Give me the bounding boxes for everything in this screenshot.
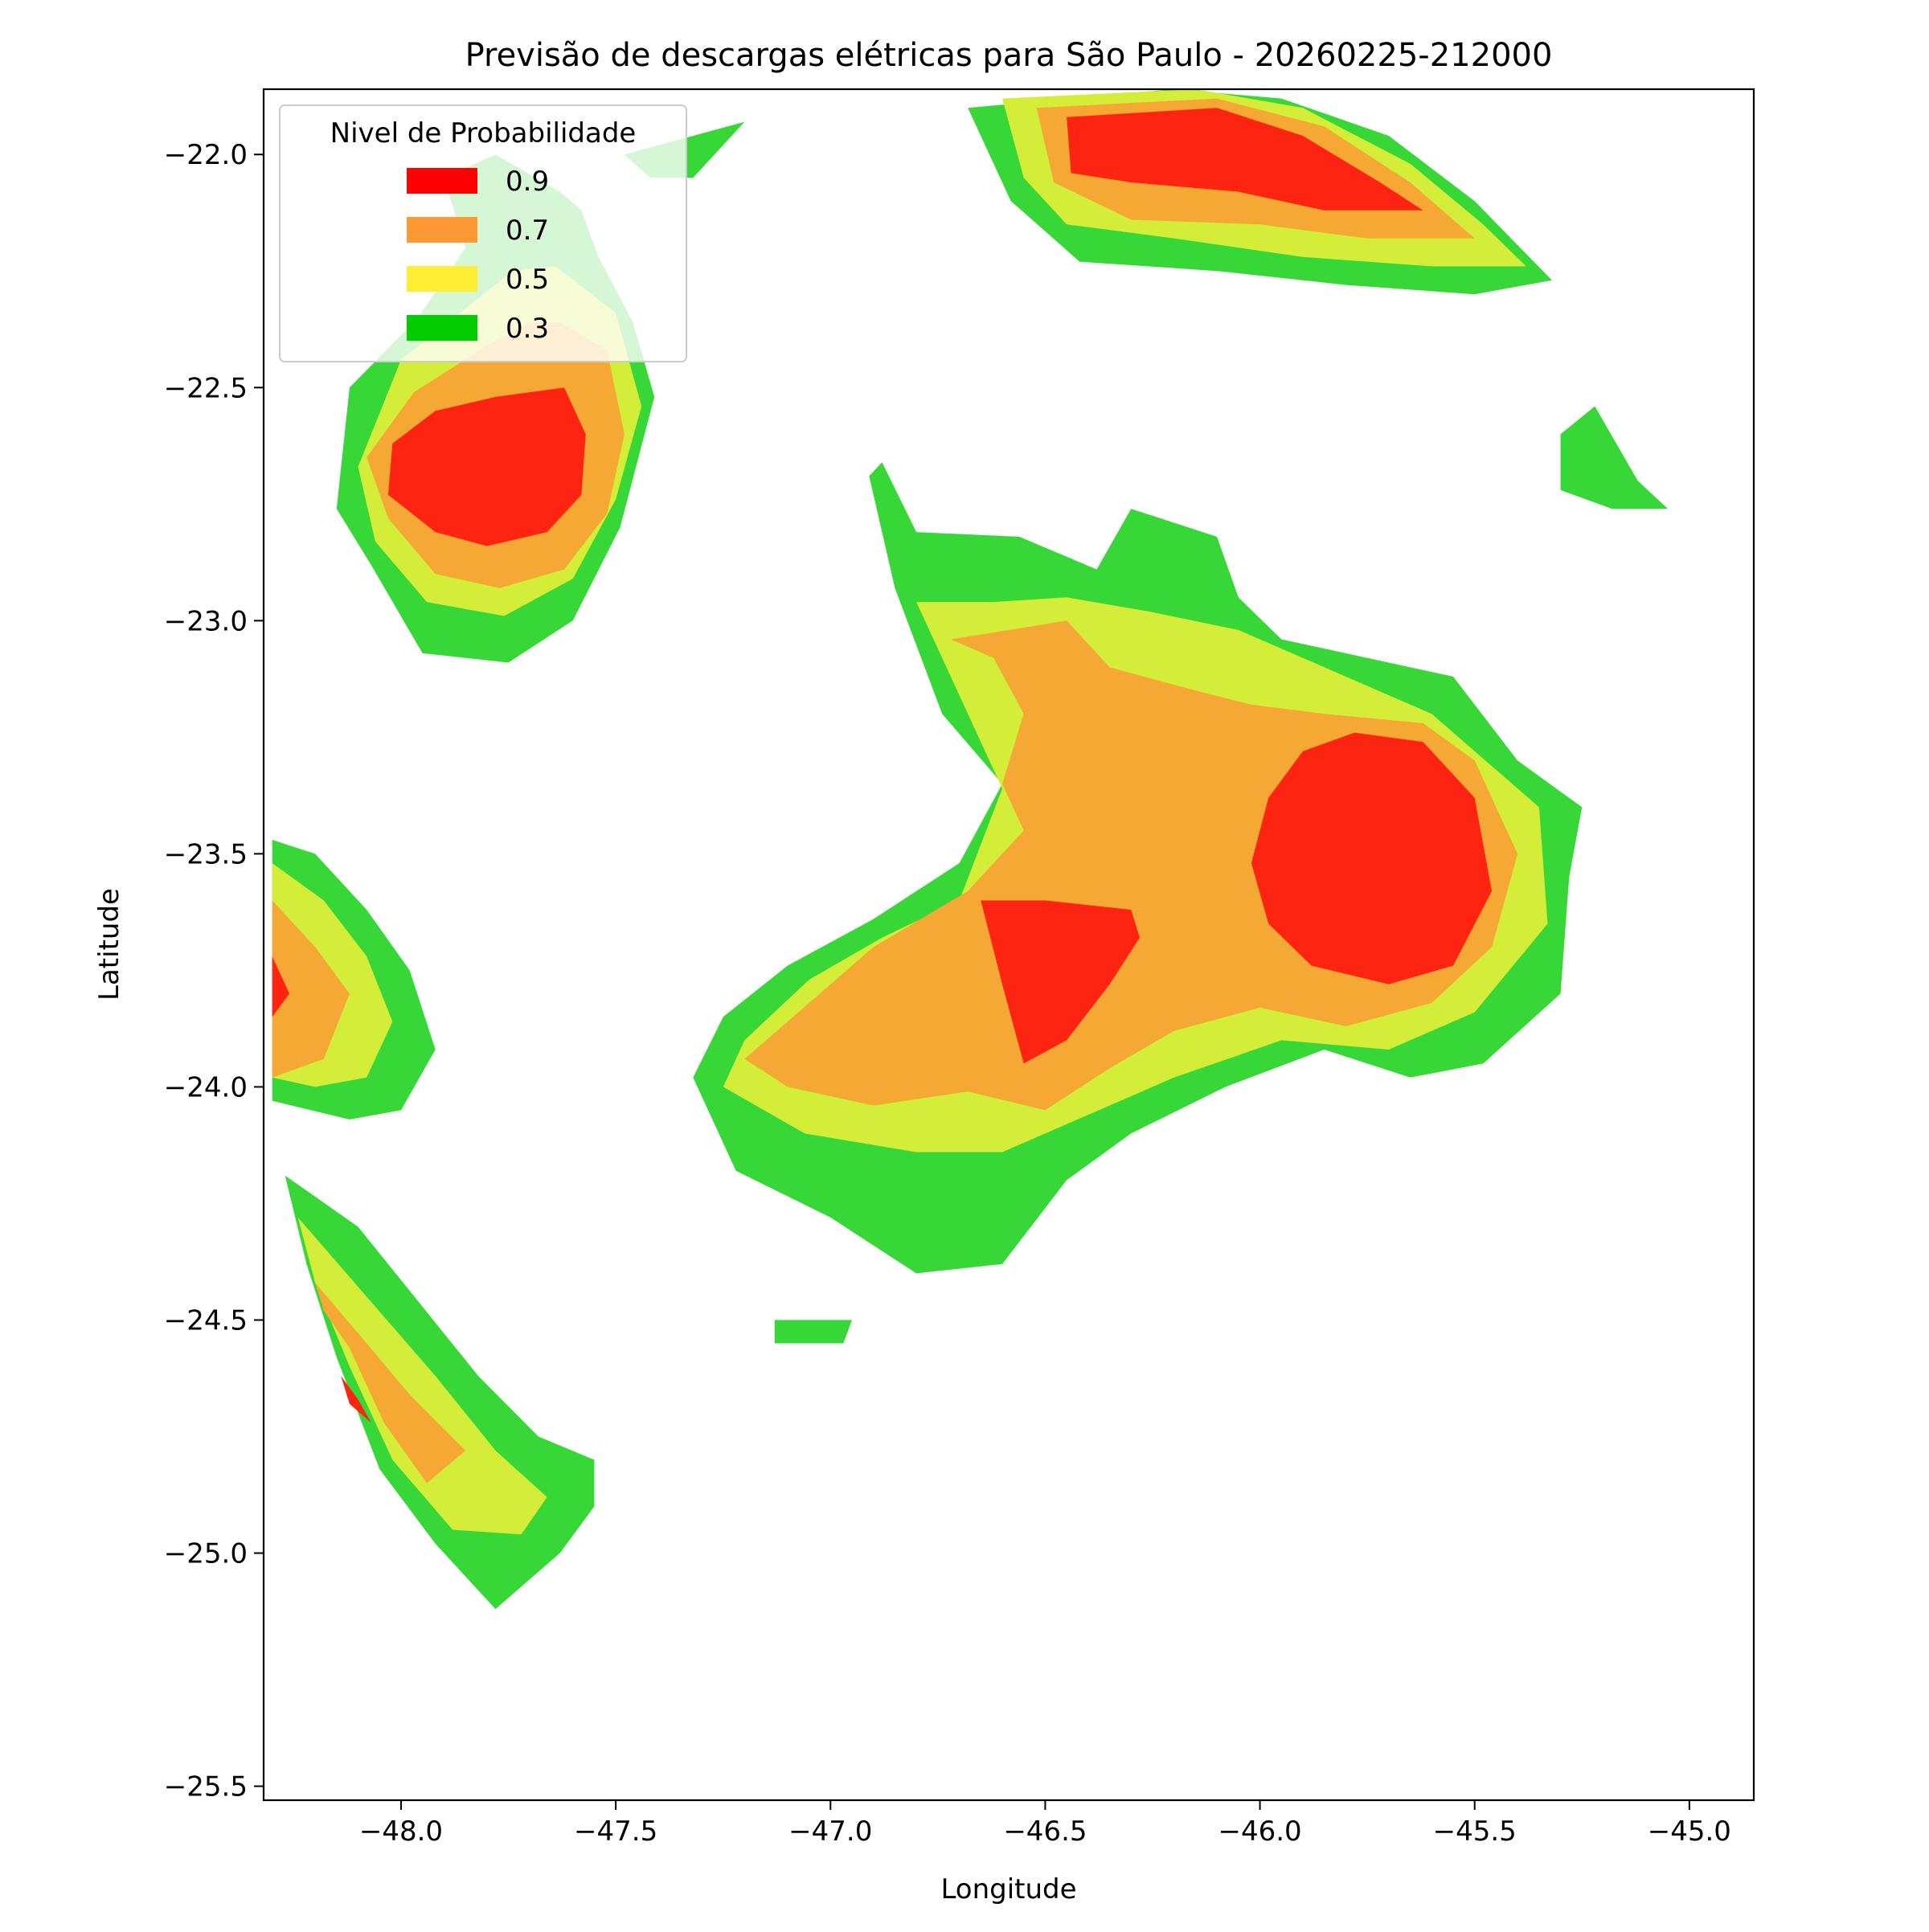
contour-region-5-level-0_5: [297, 1217, 547, 1535]
y-axis: −22.0 −22.5 −23.0 −23.5 −24.0 −24.5 −25.0 −25.5: [164, 139, 264, 1803]
contour-region-8-level-0_3: [774, 1320, 852, 1344]
legend-swatch: [407, 266, 477, 292]
legend: Nivel de Probabilidade 0.9 0.7 0.5 0.3: [279, 104, 687, 362]
x-tick-label: −47.0: [788, 1815, 872, 1848]
x-tick-label: −45.0: [1648, 1815, 1731, 1848]
x-axis: −48.0 −47.5 −47.0 −46.5 −46.0 −45.5 −45.0: [359, 1800, 1731, 1848]
contour-region-0-level-0_9: [1067, 108, 1423, 211]
y-tick-label: −25.0: [164, 1538, 248, 1570]
y-tick-label: −22.5: [164, 372, 248, 404]
legend-label: 0.3: [506, 313, 549, 345]
x-tick-label: −46.0: [1218, 1815, 1301, 1848]
plot-frame: [262, 88, 1755, 1802]
y-tick-label: −25.5: [164, 1771, 248, 1803]
legend-swatch: [407, 217, 477, 243]
contour-region-5-level-0_9: [341, 1376, 371, 1423]
contour-region-2-level-0_7: [744, 620, 1518, 1111]
contour-region-3-level-0_9: [981, 900, 1140, 1064]
contour-region-4-level-0_9: [272, 956, 290, 1017]
contour-region-4-level-0_7: [272, 900, 350, 1078]
contour-region-5-level-0_7: [315, 1283, 466, 1484]
legend-swatch: [407, 168, 477, 194]
chart-title: Previsão de descargas elétricas para São…: [465, 37, 1553, 74]
contour-region-7-level-0_3: [1560, 406, 1669, 510]
contour-region-1-level-0_9: [387, 387, 586, 546]
y-tick-label: −22.0: [164, 139, 248, 171]
y-axis-label: Latitude: [93, 888, 125, 1001]
x-tick-label: −47.5: [574, 1815, 657, 1848]
legend-swatch: [407, 315, 477, 341]
legend-title: Nivel de Probabilidade: [330, 117, 637, 149]
legend-label: 0.5: [506, 264, 549, 296]
y-tick-label: −24.0: [164, 1071, 248, 1103]
y-tick-label: −23.5: [164, 838, 248, 870]
x-tick-label: −45.5: [1433, 1815, 1517, 1848]
legend-label: 0.7: [506, 215, 549, 247]
contour-fills: [272, 89, 1669, 1610]
y-tick-label: −23.0: [164, 605, 248, 637]
x-axis-label: Longitude: [940, 1873, 1076, 1905]
contour-region-2-level-0_9: [1251, 732, 1493, 984]
x-tick-label: −48.0: [359, 1815, 443, 1848]
y-tick-label: −24.5: [164, 1304, 248, 1336]
legend-label: 0.9: [506, 166, 549, 198]
x-tick-label: −46.5: [1003, 1815, 1087, 1848]
legend-box: [279, 104, 687, 362]
